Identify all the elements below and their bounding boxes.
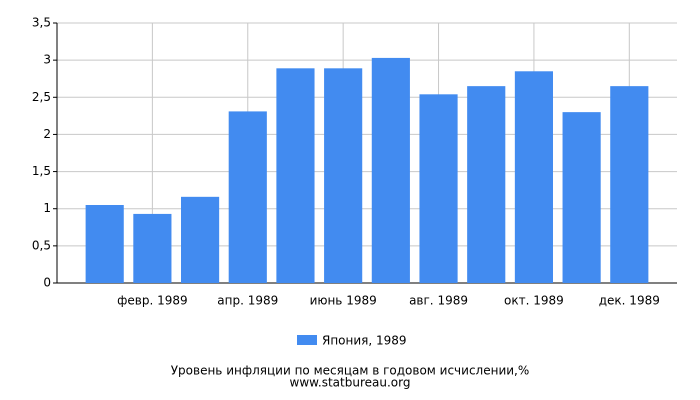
bar [276, 68, 315, 283]
bar [324, 68, 363, 283]
bar [181, 196, 220, 283]
y-tick-label: 2,5 [32, 90, 51, 104]
chart-title: Уровень инфляции по месяцам в годовом ис… [171, 364, 530, 378]
y-tick-label: 2 [43, 127, 51, 141]
y-tick-label: 0,5 [32, 238, 51, 252]
bar [419, 94, 458, 283]
x-tick-label: февр. 1989 [117, 294, 188, 308]
bar [514, 71, 553, 284]
x-tick-label: апр. 1989 [217, 294, 278, 308]
bar [467, 86, 506, 284]
bar [371, 57, 410, 283]
y-tick-label: 3 [43, 53, 51, 67]
bar [133, 213, 172, 283]
bar [85, 205, 124, 283]
x-tick-label: авг. 1989 [409, 294, 468, 308]
y-tick-label: 3,5 [32, 16, 51, 30]
y-tick-label: 1,5 [32, 164, 51, 178]
bar [610, 86, 649, 284]
bar [562, 112, 601, 284]
legend-label: Япония, 1989 [322, 334, 407, 348]
legend-swatch [297, 335, 317, 345]
chart-subtitle: www.statbureau.org [290, 376, 411, 390]
bar [228, 111, 267, 284]
x-tick-label: июнь 1989 [310, 294, 377, 308]
x-tick-label: дек. 1989 [599, 294, 660, 308]
y-tick-label: 1 [43, 201, 51, 215]
x-tick-label: окт. 1989 [504, 294, 564, 308]
y-tick-label: 0 [43, 276, 51, 290]
